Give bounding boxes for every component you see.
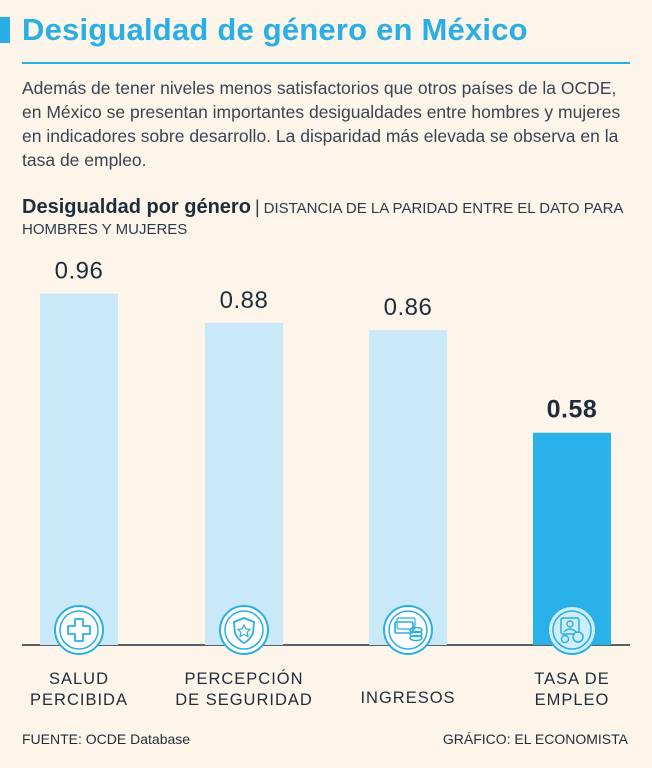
graphic-credit: GRÁFICO: EL ECONOMISTA: [442, 731, 628, 747]
bar-2: [205, 322, 283, 645]
category-label-2-line-2: DE SEGURIDAD: [175, 691, 313, 709]
category-label-1-line-1: SALUD: [49, 670, 109, 688]
title-accent-block: [0, 17, 10, 43]
bar-value-label-4: 0.58: [547, 396, 598, 424]
bar-value-label-1: 0.96: [55, 258, 104, 285]
employment-people-icon: [547, 605, 597, 655]
bar-1: [40, 293, 118, 645]
category-label-3: INGRESOS: [360, 689, 455, 707]
bar-value-label-2: 0.88: [220, 287, 269, 314]
category-label-4-line-2: EMPLEO: [535, 691, 610, 709]
intro-paragraph: Además de tener niveles menos satisfacto…: [22, 78, 621, 170]
chart-subtitle: Desigualdad por género | DISTANCIA DE LA P…: [22, 197, 632, 240]
chart-subtitle-bold: Desigualdad por género: [22, 196, 251, 218]
category-label-1-line-2: PERCIBIDA: [30, 691, 128, 709]
page-title: Desigualdad de género en México: [22, 12, 528, 47]
category-label-4-line-1: TASA DE: [534, 670, 609, 688]
health-cross-icon: [54, 605, 104, 655]
bar-value-label-3: 0.86: [384, 294, 433, 321]
security-shield-icon: [219, 605, 269, 655]
category-label-2-line-1: PERCEPCIÓN: [184, 669, 303, 688]
bar-3: [369, 330, 447, 645]
source-note: FUENTE: OCDE Database: [22, 731, 191, 747]
title-divider: [22, 62, 630, 64]
money-coins-icon: [383, 605, 433, 655]
chart-subtitle-separator: |: [254, 197, 260, 217]
chart-subtitle-rest: DISTANCIA DE LA PARIDAD ENTRE EL DATO PA…: [22, 200, 623, 238]
